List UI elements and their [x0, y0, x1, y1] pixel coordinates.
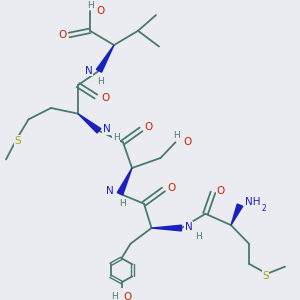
Text: O: O [144, 122, 153, 131]
Text: O: O [183, 137, 192, 147]
Text: O: O [59, 30, 67, 40]
Polygon shape [78, 114, 101, 133]
Text: N: N [106, 186, 113, 197]
Polygon shape [231, 204, 243, 225]
Text: N: N [85, 66, 92, 76]
Text: N: N [103, 124, 110, 134]
Text: H: H [174, 131, 180, 140]
Text: H: H [196, 232, 202, 241]
Text: N: N [185, 222, 193, 232]
Polygon shape [152, 225, 182, 231]
Text: H: H [119, 199, 126, 208]
Text: H: H [87, 1, 93, 10]
Text: 2: 2 [262, 203, 266, 212]
Text: H: H [97, 77, 104, 86]
Text: S: S [15, 136, 21, 146]
Text: H: H [111, 292, 117, 300]
Text: O: O [216, 186, 225, 196]
Polygon shape [96, 45, 114, 72]
Text: S: S [262, 271, 269, 281]
Text: O: O [96, 6, 105, 16]
Text: H: H [113, 134, 120, 142]
Text: O: O [167, 183, 175, 193]
Text: NH: NH [244, 197, 260, 207]
Polygon shape [117, 168, 132, 195]
Text: O: O [123, 292, 132, 300]
Text: O: O [101, 93, 109, 103]
